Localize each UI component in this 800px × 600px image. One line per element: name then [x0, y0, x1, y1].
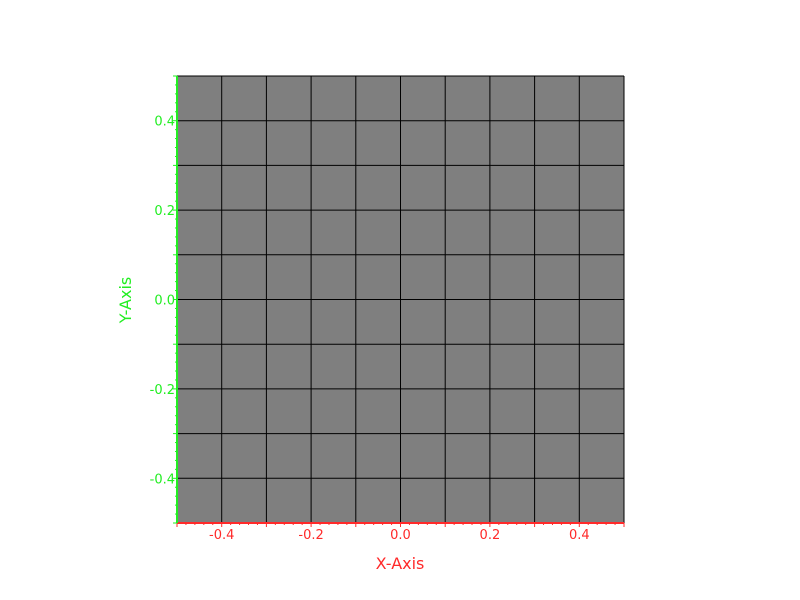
x-axis-title: X-Axis	[376, 554, 425, 573]
x-tick-label: -0.4	[209, 528, 234, 543]
y-tick-label: 0.4	[154, 115, 175, 130]
grid-layer	[176, 75, 625, 524]
y-tick-label: -0.2	[150, 383, 175, 398]
x-tick-label: 0.2	[480, 528, 501, 543]
x-tick-label: 0.0	[390, 528, 411, 543]
y-tick-label: 0.0	[154, 294, 175, 309]
y-tick-label: -0.4	[150, 472, 175, 487]
x-tick-label: -0.2	[298, 528, 323, 543]
x-tick-label: 0.4	[569, 528, 590, 543]
tick-layer	[173, 75, 625, 527]
y-tick-label: 0.2	[154, 204, 175, 219]
tick-label-layer: -0.4 -0.2 0.0 0.2 0.4 0.4 0.2 0.0 -0.2 -0.4	[150, 115, 590, 543]
y-axis-title: Y-Axis	[116, 277, 135, 325]
